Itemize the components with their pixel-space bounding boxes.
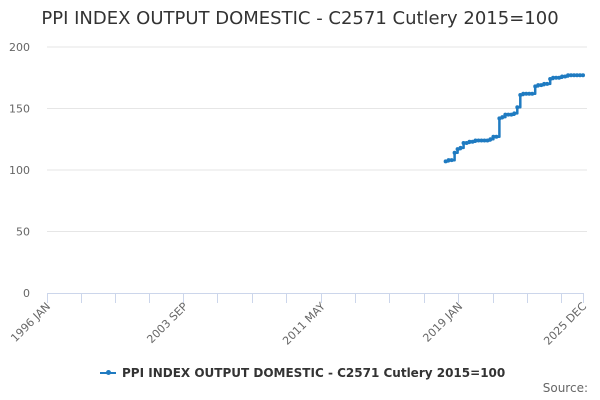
x-tick-label: 1996 JAN [8, 300, 53, 345]
data-point[interactable] [569, 73, 574, 78]
data-point[interactable] [479, 138, 484, 143]
x-tick-label: 2003 SEP [144, 300, 190, 346]
data-point[interactable] [452, 150, 457, 155]
x-tick-label: 2025 DEC [541, 300, 589, 348]
data-point[interactable] [578, 73, 583, 78]
x-tick-label: 2019 JAN [420, 300, 465, 345]
data-point[interactable] [554, 75, 559, 80]
data-point[interactable] [515, 105, 520, 110]
data-point[interactable] [461, 140, 466, 145]
data-point[interactable] [476, 138, 481, 143]
data-point[interactable] [524, 91, 529, 96]
y-tick-label: 150 [9, 103, 30, 116]
data-point[interactable] [560, 74, 565, 79]
x-tick-label: 2011 MAY [280, 300, 328, 348]
data-point[interactable] [503, 112, 508, 117]
data-point[interactable] [551, 75, 556, 80]
data-point[interactable] [473, 138, 478, 143]
data-point[interactable] [500, 115, 505, 120]
y-tick-label: 50 [16, 226, 30, 239]
data-point[interactable] [572, 73, 577, 78]
data-point[interactable] [467, 139, 472, 144]
data-point[interactable] [527, 91, 532, 96]
chart-title: PPI INDEX OUTPUT DOMESTIC - C2571 Cutler… [41, 8, 559, 29]
data-point[interactable] [566, 73, 571, 78]
data-point[interactable] [449, 158, 454, 163]
legend-line-marker-icon [100, 368, 116, 378]
source-label: Source: [542, 381, 588, 395]
y-tick-label: 200 [9, 41, 30, 54]
data-point[interactable] [521, 91, 526, 96]
data-point[interactable] [575, 73, 580, 78]
data-point[interactable] [581, 73, 585, 78]
data-point[interactable] [446, 158, 451, 163]
data-line[interactable] [445, 74, 583, 163]
data-point[interactable] [530, 91, 535, 96]
data-point[interactable] [494, 134, 499, 139]
data-point[interactable] [482, 138, 487, 143]
data-point[interactable] [506, 112, 511, 117]
data-point[interactable] [491, 134, 496, 139]
data-point[interactable] [458, 145, 463, 150]
data-point[interactable] [536, 83, 541, 88]
data-point[interactable] [542, 81, 547, 86]
legend-label: PPI INDEX OUTPUT DOMESTIC - C2571 Cutler… [122, 366, 506, 380]
data-point[interactable] [488, 137, 493, 142]
data-point[interactable] [545, 81, 550, 86]
y-tick-label: 100 [9, 164, 30, 177]
legend-item[interactable]: PPI INDEX OUTPUT DOMESTIC - C2571 Cutler… [100, 366, 505, 380]
data-point[interactable] [512, 111, 517, 116]
y-tick-label: 0 [23, 287, 30, 300]
